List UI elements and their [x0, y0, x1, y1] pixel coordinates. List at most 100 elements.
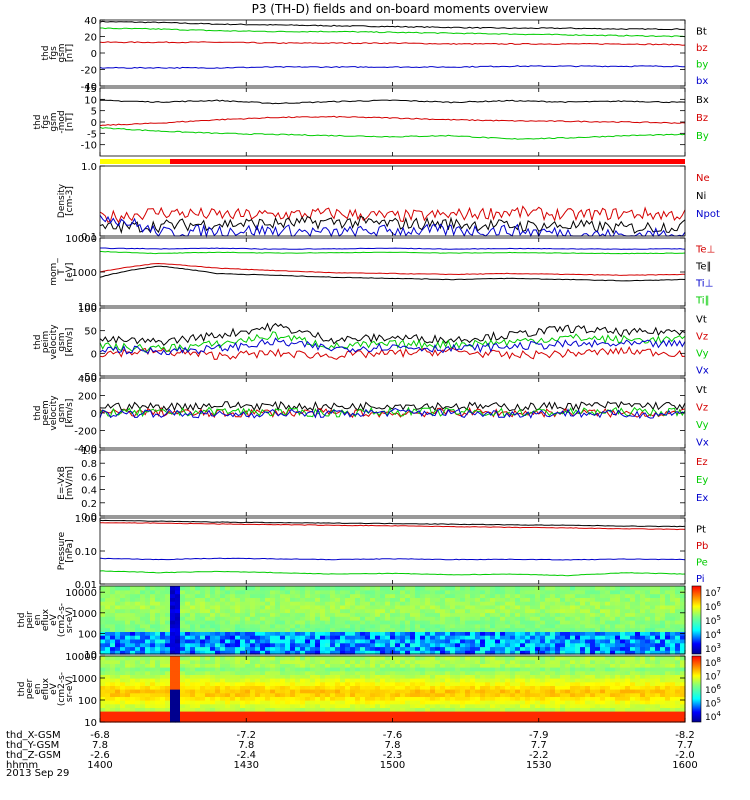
y-tick-label: 100 — [78, 304, 97, 315]
spectrogram-cell — [465, 714, 471, 719]
spectrogram-cell — [420, 696, 426, 701]
spectrogram-cell — [650, 604, 656, 610]
spectrogram-cell — [520, 703, 526, 708]
spectrogram-cell — [210, 597, 216, 602]
spectrogram-cell — [430, 714, 436, 719]
spectrogram-cell — [605, 692, 611, 697]
spectrogram-cell — [160, 627, 166, 632]
spectrogram-cell — [200, 659, 206, 664]
spectrogram-cell — [380, 670, 386, 675]
y-axis-label-line: velocity — [49, 395, 59, 431]
y-axis-label-line: [km/s] — [65, 399, 75, 428]
spectrogram-cell — [280, 646, 286, 651]
spectrogram-cell — [615, 718, 621, 723]
spectrogram-cell — [155, 620, 161, 625]
spectrogram-cell — [380, 593, 386, 598]
spectrogram-cell — [535, 674, 541, 679]
spectrogram-cell — [445, 631, 451, 636]
spectrogram-cell — [450, 656, 456, 661]
spectrogram-cell — [595, 700, 601, 705]
spectrogram-cell — [570, 703, 576, 708]
spectrogram-cell — [640, 597, 646, 602]
spectrogram-cell — [390, 627, 396, 632]
spectrogram-cell — [510, 638, 516, 644]
spectrogram-cell — [385, 586, 391, 591]
spectrogram-cell — [620, 696, 626, 701]
spectrogram-cell — [510, 608, 516, 614]
spectrogram-cell — [125, 623, 131, 629]
spectrogram-cell — [425, 586, 431, 591]
spectrogram-cell — [245, 659, 251, 664]
spectrogram-cell — [670, 631, 676, 636]
spectrogram-cell — [400, 681, 406, 686]
spectrogram-cell — [365, 714, 371, 719]
spectrogram-cell — [405, 642, 411, 648]
spectrogram-cell — [525, 650, 531, 655]
spectrogram-cell — [425, 650, 431, 655]
spectrogram-cell — [360, 616, 366, 621]
spectrogram-cell — [215, 608, 221, 614]
spectrogram-cell — [280, 703, 286, 708]
spectrogram-cell — [160, 674, 166, 679]
spectrogram-cell — [400, 620, 406, 625]
spectrogram-cell — [660, 674, 666, 679]
spectrogram-cell — [630, 616, 636, 621]
spectrogram-cell — [405, 601, 411, 606]
spectrogram-cell — [485, 678, 491, 683]
y-axis-label-line: thd — [33, 406, 43, 421]
spectrogram-cell — [420, 718, 426, 723]
spectrogram-cell — [475, 616, 481, 621]
spectrogram-cell — [410, 674, 416, 679]
spectrogram-cell — [625, 692, 631, 697]
spectrogram-cell — [385, 650, 391, 655]
spectrogram-cell — [195, 616, 201, 621]
spectrogram-cell — [675, 642, 681, 648]
spectrogram-cell — [230, 635, 236, 640]
spectrogram-cell — [325, 689, 331, 694]
spectrogram-cell — [280, 681, 286, 686]
spectrogram-cell — [300, 604, 306, 610]
spectrogram-cell — [265, 650, 271, 655]
panel-peim_velocity: 100500-50thdpeimvelocitygsm[km/s]VtVzVyV… — [33, 304, 709, 383]
spectrogram-cell — [305, 663, 311, 668]
spectrogram-cell — [545, 707, 551, 712]
spectrogram-cell — [600, 663, 606, 668]
spectrogram-cell — [120, 604, 126, 610]
spectrogram-cell — [400, 685, 406, 690]
spectrogram-cell — [405, 631, 411, 636]
spectrogram-cell — [190, 593, 196, 598]
spectrogram-cell — [420, 700, 426, 705]
spectrogram-cell — [210, 681, 216, 686]
spectrogram-cell — [225, 593, 231, 598]
spectrogram-cell — [165, 714, 171, 719]
spectrogram-cell — [215, 627, 221, 632]
spectrogram-cell — [545, 692, 551, 697]
spectrogram-cell — [220, 689, 226, 694]
spectrogram-cell — [375, 604, 381, 610]
spectrogram-cell — [480, 627, 486, 632]
spectrogram-cell — [430, 620, 436, 625]
spectrogram-cell — [575, 681, 581, 686]
spectrogram-cell — [330, 700, 336, 705]
spectrogram-cell — [420, 646, 426, 651]
spectrogram-cell — [445, 681, 451, 686]
spectrogram-cell — [265, 703, 271, 708]
spectrogram-cell — [615, 604, 621, 610]
y-axis-label-line: en — [33, 683, 43, 694]
spectrogram-cell — [350, 689, 356, 694]
spectrogram-cell — [300, 593, 306, 598]
spectrogram-cell — [365, 656, 371, 661]
spectrogram-cell — [180, 616, 186, 621]
spectrogram-cell — [230, 608, 236, 614]
spectrogram-cell — [440, 656, 446, 661]
spectrogram-cell — [580, 703, 586, 708]
spectrogram-cell — [520, 659, 526, 664]
spectrogram-cell — [165, 696, 171, 701]
spectrogram-cell — [590, 674, 596, 679]
spectrogram-cell — [450, 650, 456, 655]
spectrogram-cell — [445, 663, 451, 668]
spectrogram-cell — [580, 638, 586, 644]
spectrogram-cell — [280, 616, 286, 621]
spectrogram-cell — [340, 703, 346, 708]
